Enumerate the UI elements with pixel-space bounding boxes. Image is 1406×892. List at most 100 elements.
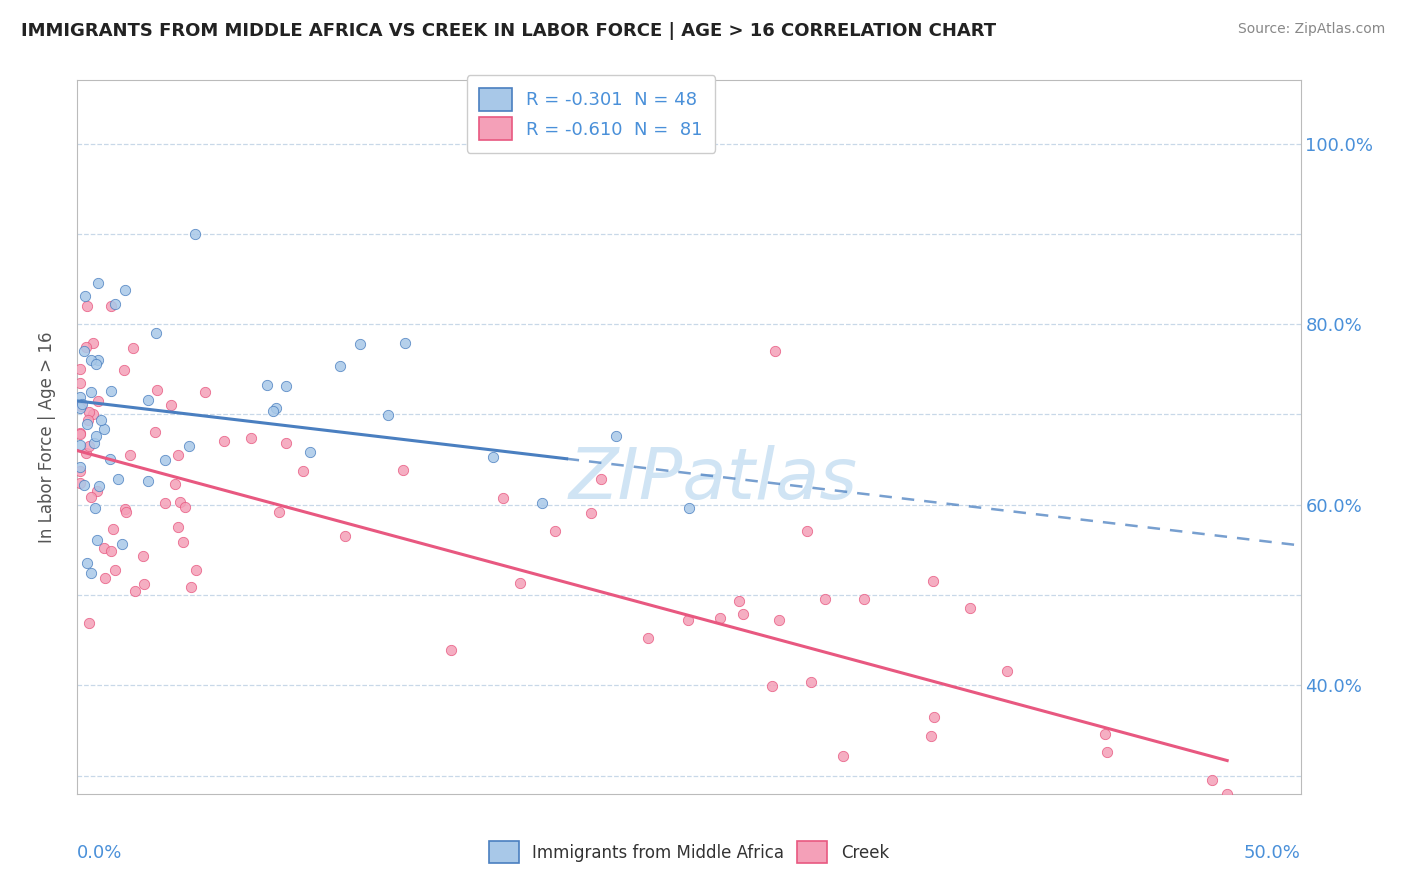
Point xyxy=(678,613,700,627)
Point xyxy=(1201,772,1223,787)
Point xyxy=(114,502,136,516)
Point xyxy=(731,607,754,621)
Point xyxy=(492,491,515,506)
Point xyxy=(184,227,207,241)
Point xyxy=(329,359,352,373)
Point xyxy=(136,393,159,408)
Point xyxy=(256,378,278,392)
Point xyxy=(69,401,91,415)
Point xyxy=(922,574,945,588)
Point xyxy=(814,592,837,607)
Point xyxy=(94,571,117,585)
Point xyxy=(768,613,790,627)
Point xyxy=(194,384,217,399)
Point xyxy=(77,615,100,630)
Point xyxy=(440,642,463,657)
Point xyxy=(75,340,97,354)
Point xyxy=(920,730,942,744)
Point xyxy=(80,490,103,504)
Point xyxy=(70,399,93,413)
Point xyxy=(118,448,141,462)
Point xyxy=(69,362,91,376)
Point xyxy=(75,445,97,459)
Point xyxy=(80,352,103,367)
Point xyxy=(544,524,567,538)
Point xyxy=(796,524,818,539)
Text: ZIPatlas: ZIPatlas xyxy=(569,445,858,515)
Point xyxy=(98,452,121,467)
Point xyxy=(179,439,201,453)
Text: 0.0%: 0.0% xyxy=(77,844,122,862)
Point xyxy=(82,408,104,422)
Point xyxy=(77,413,100,427)
Point xyxy=(155,452,177,467)
Point xyxy=(761,679,783,693)
Point xyxy=(69,460,91,475)
Point xyxy=(69,475,91,490)
Point xyxy=(76,417,98,431)
Point xyxy=(104,563,127,577)
Point xyxy=(853,592,876,607)
Point xyxy=(104,296,127,310)
Point xyxy=(69,425,91,440)
Point xyxy=(180,580,202,594)
Point xyxy=(212,434,235,449)
Point xyxy=(84,501,107,516)
Point xyxy=(763,344,786,359)
Text: Source: ZipAtlas.com: Source: ZipAtlas.com xyxy=(1237,22,1385,37)
Point xyxy=(86,533,108,548)
Point xyxy=(1097,745,1119,759)
Point xyxy=(111,537,134,551)
Point xyxy=(86,357,108,371)
Point xyxy=(266,401,288,416)
Point xyxy=(134,577,156,591)
Point xyxy=(922,710,945,724)
Point xyxy=(831,749,853,764)
Point xyxy=(262,404,284,418)
Point xyxy=(531,495,554,509)
Point xyxy=(114,283,136,297)
Point xyxy=(509,575,531,590)
Point xyxy=(167,448,190,462)
Point xyxy=(174,500,197,514)
Point xyxy=(678,500,700,515)
Point xyxy=(90,413,112,427)
Point xyxy=(163,476,186,491)
Point xyxy=(167,520,190,534)
Point xyxy=(299,445,322,459)
Point xyxy=(995,664,1018,678)
Point xyxy=(274,436,297,450)
Point xyxy=(84,428,107,442)
Point xyxy=(274,378,297,392)
Point xyxy=(77,440,100,454)
Point xyxy=(153,496,176,510)
Point xyxy=(69,438,91,452)
Point xyxy=(86,353,108,368)
Text: 50.0%: 50.0% xyxy=(1244,844,1301,862)
Point xyxy=(87,276,110,290)
Point xyxy=(122,341,145,355)
Point xyxy=(100,544,122,558)
Point xyxy=(579,506,602,520)
Point xyxy=(605,429,627,443)
Point xyxy=(115,505,138,519)
Point xyxy=(169,494,191,508)
Point xyxy=(73,478,96,492)
Y-axis label: In Labor Force | Age > 16: In Labor Force | Age > 16 xyxy=(38,331,56,543)
Point xyxy=(1216,787,1239,801)
Legend: Immigrants from Middle Africa, Creek: Immigrants from Middle Africa, Creek xyxy=(481,833,897,871)
Point xyxy=(77,405,100,419)
Point xyxy=(100,384,122,399)
Point xyxy=(172,535,194,549)
Point xyxy=(93,422,115,436)
Point xyxy=(392,463,415,477)
Point xyxy=(136,474,159,488)
Point xyxy=(86,484,108,499)
Point xyxy=(76,299,98,313)
Point xyxy=(132,549,155,563)
Point xyxy=(76,556,98,570)
Point xyxy=(186,563,208,577)
Point xyxy=(69,464,91,478)
Point xyxy=(93,541,115,556)
Point xyxy=(709,610,731,624)
